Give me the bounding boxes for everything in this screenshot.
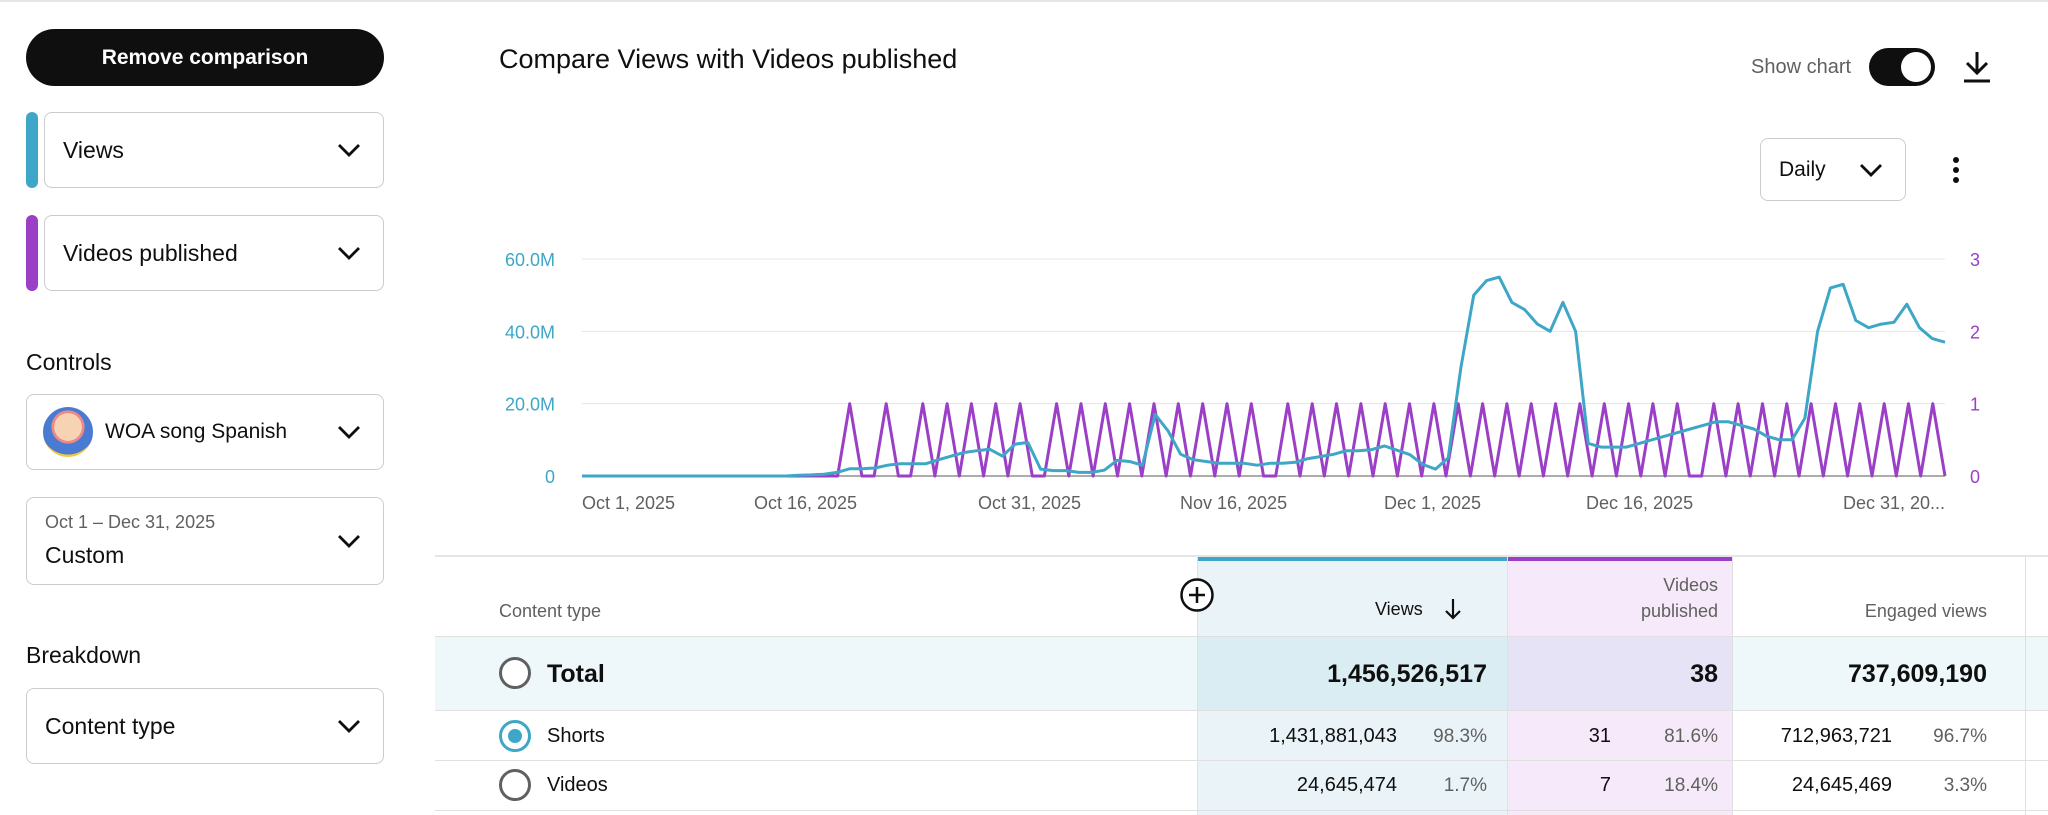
total-row-bg [435, 636, 2048, 711]
shorts-views-pct: 98.3% [1433, 726, 1487, 747]
show-chart-label: Show chart [1751, 56, 1852, 78]
chevron-down-icon [338, 535, 360, 548]
videos-radio[interactable] [499, 769, 531, 801]
y-left-tick-label: 40.0M [505, 322, 555, 342]
data-table: Content type Views Videos published Enga… [435, 555, 2048, 815]
column-header-engaged-views[interactable]: Engaged views [1864, 601, 1987, 621]
views-column-accent [1197, 557, 1507, 561]
left-panel: Remove comparison Views Videos published… [0, 0, 400, 815]
row-divider [435, 760, 2048, 761]
column-divider [1732, 557, 1733, 815]
chevron-down-icon [338, 247, 360, 260]
date-range-text: Oct 1 – Dec 31, 2025 [45, 512, 216, 532]
y-right-tick-label: 0 [1970, 467, 1980, 487]
x-tick-label: Oct 31, 2025 [978, 493, 1081, 513]
granularity-label: Daily [1779, 157, 1826, 181]
add-column-icon[interactable] [1179, 577, 1215, 613]
channel-dropdown[interactable]: WOA song Spanish [26, 394, 384, 470]
shorts-engaged-views: 712,963,721 [1780, 725, 1892, 747]
x-tick-label: Dec 16, 2025 [1586, 493, 1693, 513]
y-right-tick-label: 2 [1970, 322, 1980, 342]
y-right-tick-label: 1 [1970, 395, 1980, 415]
metric2-color-bar [26, 215, 38, 291]
x-tick-label: Oct 1, 2025 [582, 493, 675, 513]
column-header-views[interactable]: Views [1375, 599, 1423, 619]
videos-videos-published: 7 [1599, 774, 1611, 796]
channel-name: WOA song Spanish [105, 420, 288, 443]
column-divider [1197, 557, 1198, 815]
row-divider [435, 636, 2048, 637]
chevron-down-icon [1860, 163, 1882, 177]
total-radio[interactable] [499, 657, 531, 689]
chevron-down-icon [338, 720, 360, 733]
chart-grid [582, 258, 1945, 477]
total-label: Total [547, 660, 605, 688]
metric2-dropdown[interactable]: Videos published [44, 215, 384, 291]
x-tick-label: Dec 31, 20... [1843, 493, 1945, 513]
breakdown-title: Breakdown [26, 642, 142, 668]
date-range-dropdown[interactable]: Oct 1 – Dec 31, 2025 Custom [26, 497, 384, 585]
column-header-videos-published-line1[interactable]: Videos [1663, 575, 1718, 595]
remove-comparison-button[interactable]: Remove comparison [26, 29, 384, 86]
y-right-tick-label: 3 [1970, 250, 1980, 270]
y-left-tick-label: 0 [545, 467, 555, 487]
x-tick-label: Nov 16, 2025 [1180, 493, 1287, 513]
videos-published-column-accent [1507, 557, 1732, 561]
chevron-down-icon [338, 426, 360, 439]
shorts-views: 1,431,881,043 [1269, 725, 1397, 747]
controls-title: Controls [26, 349, 112, 375]
shorts-videos-published-pct: 81.6% [1664, 726, 1718, 747]
x-axis: Oct 1, 2025 Oct 16, 2025 Oct 31, 2025 Nov 1… [582, 493, 1945, 513]
row-divider [435, 710, 2048, 711]
videos-views-pct: 1.7% [1443, 775, 1487, 796]
y-left-tick-label: 60.0M [505, 250, 555, 270]
metric1-label: Views [63, 136, 124, 163]
page-title: Compare Views with Videos published [499, 44, 958, 74]
row-label-shorts: Shorts [547, 725, 605, 747]
videos-videos-published-pct: 18.4% [1664, 775, 1718, 796]
total-engaged-views: 737,609,190 [1847, 660, 1987, 688]
total-videos-published: 38 [1690, 660, 1718, 688]
y-left-tick-label: 20.0M [505, 395, 555, 415]
table-top-border [435, 555, 2048, 557]
row-divider [435, 810, 2048, 811]
y-axis-left: 0 20.0M 40.0M 60.0M [505, 250, 555, 487]
metric1-dropdown[interactable]: Views [44, 112, 384, 188]
column-header-content-type[interactable]: Content type [499, 601, 602, 621]
sort-descending-icon[interactable] [1443, 597, 1463, 621]
views-column-bg [1197, 557, 1507, 815]
chevron-down-icon [338, 144, 360, 157]
column-divider [1507, 557, 1508, 815]
shorts-videos-published: 31 [1588, 725, 1611, 747]
x-tick-label: Oct 16, 2025 [754, 493, 857, 513]
date-range-preset: Custom [45, 542, 125, 568]
row-label-videos: Videos [547, 774, 608, 796]
shorts-radio[interactable] [499, 720, 531, 752]
column-divider [2025, 557, 2026, 815]
breakdown-dropdown[interactable]: Content type [26, 688, 384, 764]
more-options-icon[interactable] [1944, 154, 1968, 186]
videos-engaged-views-pct: 3.3% [1943, 775, 1987, 796]
videos-views: 24,645,474 [1296, 774, 1397, 796]
videos-engaged-views: 24,645,469 [1791, 774, 1892, 796]
toggle-knob [1901, 52, 1931, 82]
total-views: 1,456,526,517 [1327, 660, 1487, 688]
y-axis-right: 0 1 2 3 [1970, 250, 1980, 487]
download-icon[interactable] [1962, 50, 1992, 84]
granularity-dropdown[interactable]: Daily [1760, 138, 1906, 201]
column-header-videos-published-line2[interactable]: published [1640, 601, 1718, 621]
show-chart-toggle[interactable] [1869, 48, 1935, 86]
metric2-label: Videos published [63, 239, 238, 266]
videos-published-column-bg [1507, 557, 1732, 815]
channel-avatar [43, 407, 93, 457]
x-tick-label: Dec 1, 2025 [1384, 493, 1481, 513]
shorts-engaged-views-pct: 96.7% [1933, 726, 1987, 747]
series-line-views [582, 275, 1946, 478]
top-divider [0, 0, 2048, 2]
views-vs-videos-chart: 0 20.0M 40.0M 60.0M 0 1 2 3 Oct 1, 2025 Oct 16,… [505, 250, 1980, 513]
metric1-color-bar [26, 112, 38, 188]
breakdown-value: Content type [45, 712, 176, 739]
